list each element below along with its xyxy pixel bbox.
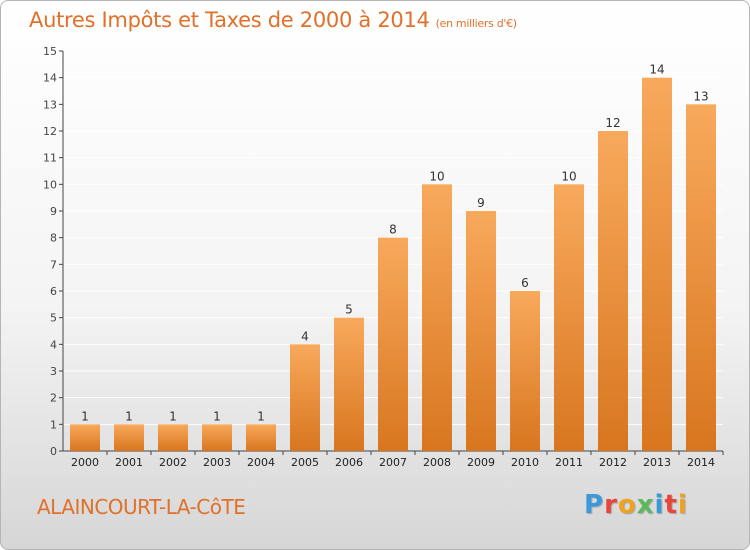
- y-tick-label: 5: [50, 312, 57, 325]
- data-label: 8: [389, 223, 397, 237]
- bar: [334, 317, 364, 451]
- data-label: 1: [213, 409, 221, 423]
- y-tick-label: 8: [50, 232, 57, 245]
- data-label: 1: [125, 409, 133, 423]
- bar: [422, 184, 452, 452]
- bar: [290, 344, 320, 451]
- y-tick-label: 0: [50, 445, 57, 458]
- y-tick-label: 3: [50, 365, 57, 378]
- chart-title: Autres Impôts et Taxes de 2000 à 2014 (en…: [29, 8, 517, 32]
- logo-letter: o: [617, 490, 637, 520]
- bar: [598, 131, 628, 451]
- logo-letter: t: [664, 490, 678, 520]
- logo-letter: x: [636, 490, 655, 520]
- y-tick-label: 7: [50, 258, 57, 271]
- logo-letter: i: [654, 490, 665, 520]
- logo-letter: i: [677, 490, 688, 520]
- y-tick-label: 13: [43, 98, 57, 111]
- data-label: 5: [345, 303, 353, 317]
- y-tick-label: 6: [50, 285, 57, 298]
- chart-subtitle: (en milliers d'€): [435, 17, 517, 30]
- x-tick-label: 2000: [71, 456, 99, 469]
- x-tick-label: 2011: [555, 456, 583, 469]
- bar: [114, 424, 144, 451]
- data-label: 10: [561, 169, 576, 183]
- commune-name: ALAINCOURT-LA-CôTE: [37, 495, 246, 519]
- x-tick-label: 2007: [379, 456, 407, 469]
- bars: [70, 77, 716, 452]
- data-label: 12: [605, 116, 620, 130]
- data-label: 1: [169, 409, 177, 423]
- y-tick-label: 1: [50, 418, 57, 431]
- x-tick-label: 2003: [203, 456, 231, 469]
- data-label: 4: [301, 329, 309, 343]
- x-tick-label: 2010: [511, 456, 539, 469]
- x-tick-label: 2002: [159, 456, 187, 469]
- proxiti-logo[interactable]: Proxiti: [584, 490, 688, 520]
- bar: [246, 424, 276, 451]
- bar: [466, 211, 496, 451]
- y-tick-label: 14: [43, 72, 57, 85]
- data-label: 1: [81, 409, 89, 423]
- logo-letter: r: [604, 490, 618, 520]
- bar: [510, 291, 540, 451]
- y-tick-label: 2: [50, 392, 57, 405]
- chart-title-text: Autres Impôts et Taxes de 2000 à 2014: [29, 8, 430, 32]
- data-label: 1: [257, 409, 265, 423]
- y-tick-label: 11: [43, 152, 57, 165]
- x-tick-label: 2009: [467, 456, 495, 469]
- data-label: 10: [429, 169, 444, 183]
- x-tick-label: 2006: [335, 456, 363, 469]
- bar: [378, 237, 408, 451]
- x-tick-label: 2008: [423, 456, 451, 469]
- data-label: 9: [477, 196, 485, 210]
- bar: [202, 424, 232, 451]
- x-tick-label: 2004: [247, 456, 275, 469]
- y-tick-label: 9: [50, 205, 57, 218]
- x-tick-label: 2013: [643, 456, 671, 469]
- y-tick-label: 10: [43, 178, 57, 191]
- x-tick-label: 2005: [291, 456, 319, 469]
- x-tick-label: 2001: [115, 456, 143, 469]
- bar: [554, 184, 584, 452]
- y-tick-label: 12: [43, 125, 57, 138]
- y-tick-label: 4: [50, 338, 57, 351]
- data-label: 14: [649, 63, 664, 77]
- x-tick-label: 2012: [599, 456, 627, 469]
- bar: [70, 424, 100, 451]
- bar: [158, 424, 188, 451]
- y-tick-label: 15: [43, 45, 57, 58]
- bar: [642, 77, 672, 452]
- data-label: 13: [693, 89, 708, 103]
- data-label: 6: [521, 276, 529, 290]
- bar: [686, 104, 716, 451]
- logo-letter: P: [584, 490, 605, 520]
- x-tick-label: 2014: [687, 456, 715, 469]
